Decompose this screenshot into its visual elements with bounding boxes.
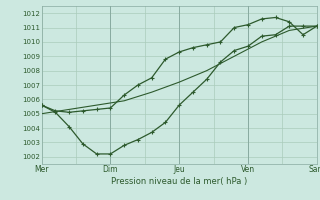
X-axis label: Pression niveau de la mer( hPa ): Pression niveau de la mer( hPa ): [111, 177, 247, 186]
